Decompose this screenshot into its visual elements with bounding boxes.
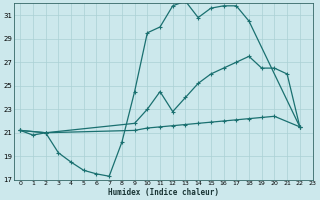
X-axis label: Humidex (Indice chaleur): Humidex (Indice chaleur) (108, 188, 219, 197)
